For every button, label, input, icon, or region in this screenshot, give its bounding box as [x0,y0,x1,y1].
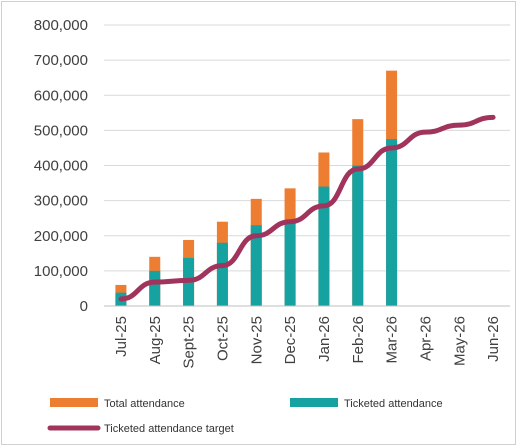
x-tick-label: Aug-25 [147,316,164,364]
x-tick-label: Feb-26 [350,316,367,364]
legend-label-ticketed: Ticketed attendance [344,398,443,410]
x-tick-label: May-26 [451,316,468,366]
y-axis-ticks: 0 100,000 200,000 300,000 400,000 500,000 600,… [34,17,88,315]
x-tick-label: Sept-25 [181,316,198,369]
y-tick-label: 600,000 [34,87,88,104]
ticketed-attendance-bar [149,270,161,306]
y-tick-label: 500,000 [34,122,88,139]
x-tick-label: Jan-26 [316,316,333,362]
target-line [118,114,496,302]
legend-label-target: Ticketed attendance target [104,423,234,435]
x-tick-label: Dec-25 [282,316,299,364]
y-tick-label: 400,000 [34,158,88,175]
y-tick-label: 0 [80,298,88,315]
legend: Total attendance Ticketed attendance Ticke… [47,398,443,435]
ticketed-attendance-bar [318,186,330,306]
legend-swatch-total [50,398,98,407]
x-tick-label: Nov-25 [248,316,265,364]
grid-lines [104,24,510,272]
y-tick-label: 800,000 [34,17,88,34]
legend-swatch-ticketed [290,398,338,407]
ticketed-attendance-bar [352,165,364,306]
x-tick-label: Oct-25 [214,316,231,361]
target-line-path [118,114,496,302]
y-tick-label: 100,000 [34,263,88,280]
x-axis-ticks: Jul-25 Aug-25 Sept-25 Oct-25 Nov-25 Dec-25 Jan… [113,316,502,369]
ticketed-attendance-bar [250,225,262,306]
x-tick-label: Jun-26 [485,316,502,362]
x-tick-label: Mar-26 [384,316,401,364]
ticketed-attendance-bar [386,139,398,306]
ticketed-attendance-bar [284,220,296,306]
legend-label-total: Total attendance [104,398,185,410]
y-tick-label: 300,000 [34,193,88,210]
x-tick-label: Jul-25 [113,316,130,357]
ticketed-attendance-bar [216,242,228,306]
y-tick-label: 200,000 [34,228,88,245]
bars [115,70,398,306]
y-tick-label: 700,000 [34,52,88,69]
x-tick-label: Apr-26 [417,316,434,361]
